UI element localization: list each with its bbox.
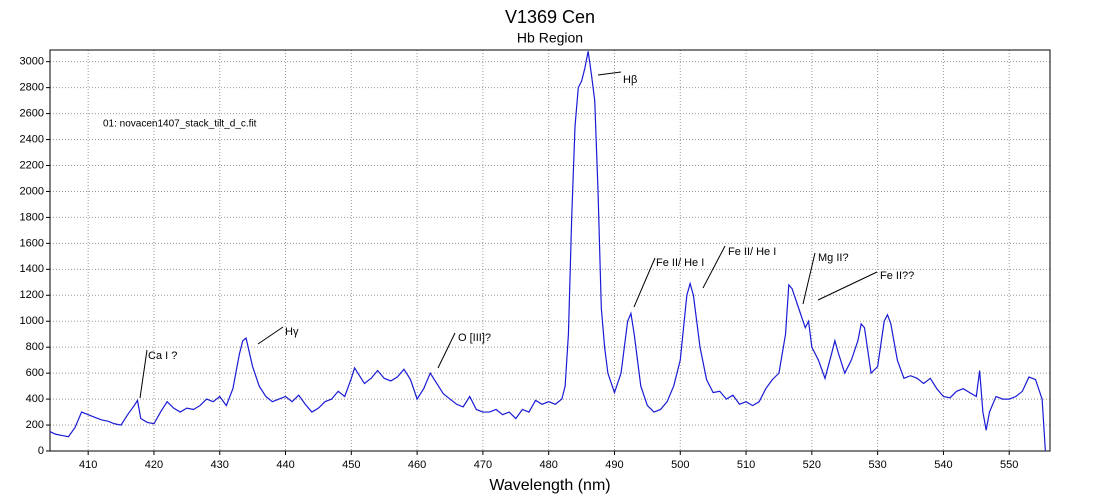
annotation: Mg II? (818, 252, 849, 264)
y-tick-label: 1000 (20, 315, 44, 327)
y-tick-label: 3000 (20, 56, 44, 68)
annotation-leader (257, 326, 284, 345)
x-tick-label: 470 (474, 459, 492, 471)
y-tick-label: 2200 (20, 159, 44, 171)
annotation-leader (139, 349, 148, 399)
annotation: Fe II/ He I (656, 257, 704, 269)
y-tick-label: 2000 (20, 185, 44, 197)
annotation: O [III]? (458, 332, 491, 344)
y-tick-label: 200 (26, 419, 44, 431)
y-tick-label: 400 (26, 393, 44, 405)
annotation: Fe II/ He I (728, 246, 776, 258)
x-tick-label: 550 (1000, 459, 1018, 471)
y-tick-label: 1600 (20, 237, 44, 249)
x-tick-label: 500 (671, 459, 689, 471)
x-axis-label: Wavelength (nm) (489, 477, 610, 494)
y-tick-label: 800 (26, 341, 44, 353)
legend-label: 01: novacen1407_stack_tilt_d_c.fit (103, 119, 257, 130)
y-tick-label: 1400 (20, 263, 44, 275)
x-tick-label: 430 (211, 459, 229, 471)
annotation-leader (597, 71, 622, 76)
x-tick-label: 410 (79, 459, 97, 471)
x-tick-label: 530 (868, 459, 886, 471)
chart-title: V1369 Cen (505, 7, 595, 27)
annotation-leader (702, 245, 726, 289)
y-tick-label: 0 (38, 445, 44, 457)
x-tick-label: 440 (276, 459, 294, 471)
y-tick-label: 600 (26, 367, 44, 379)
x-tick-label: 420 (145, 459, 163, 471)
y-tick-label: 2800 (20, 82, 44, 94)
x-tick-label: 480 (540, 459, 558, 471)
annotation-leader (437, 332, 456, 369)
y-tick-label: 2400 (20, 133, 44, 145)
annotation: Ca I ? (148, 350, 177, 362)
x-tick-label: 460 (408, 459, 426, 471)
x-tick-label: 510 (737, 459, 755, 471)
annotation: Hγ (285, 326, 299, 338)
x-tick-label: 520 (803, 459, 821, 471)
x-tick-label: 490 (605, 459, 623, 471)
y-tick-label: 1200 (20, 289, 44, 301)
annotation-leader (633, 257, 656, 308)
spectrum-line (49, 51, 1046, 452)
annotation-leader (817, 271, 878, 301)
plot-frame (49, 49, 1051, 452)
chart-subtitle: Hb Region (517, 30, 583, 46)
y-tick-label: 1800 (20, 211, 44, 223)
y-tick-label: 2600 (20, 107, 44, 119)
annotation: Hβ (623, 74, 637, 86)
annotation: Fe II?? (880, 270, 914, 282)
annotation-leader (802, 252, 816, 305)
x-tick-label: 450 (342, 459, 360, 471)
x-tick-label: 540 (934, 459, 952, 471)
